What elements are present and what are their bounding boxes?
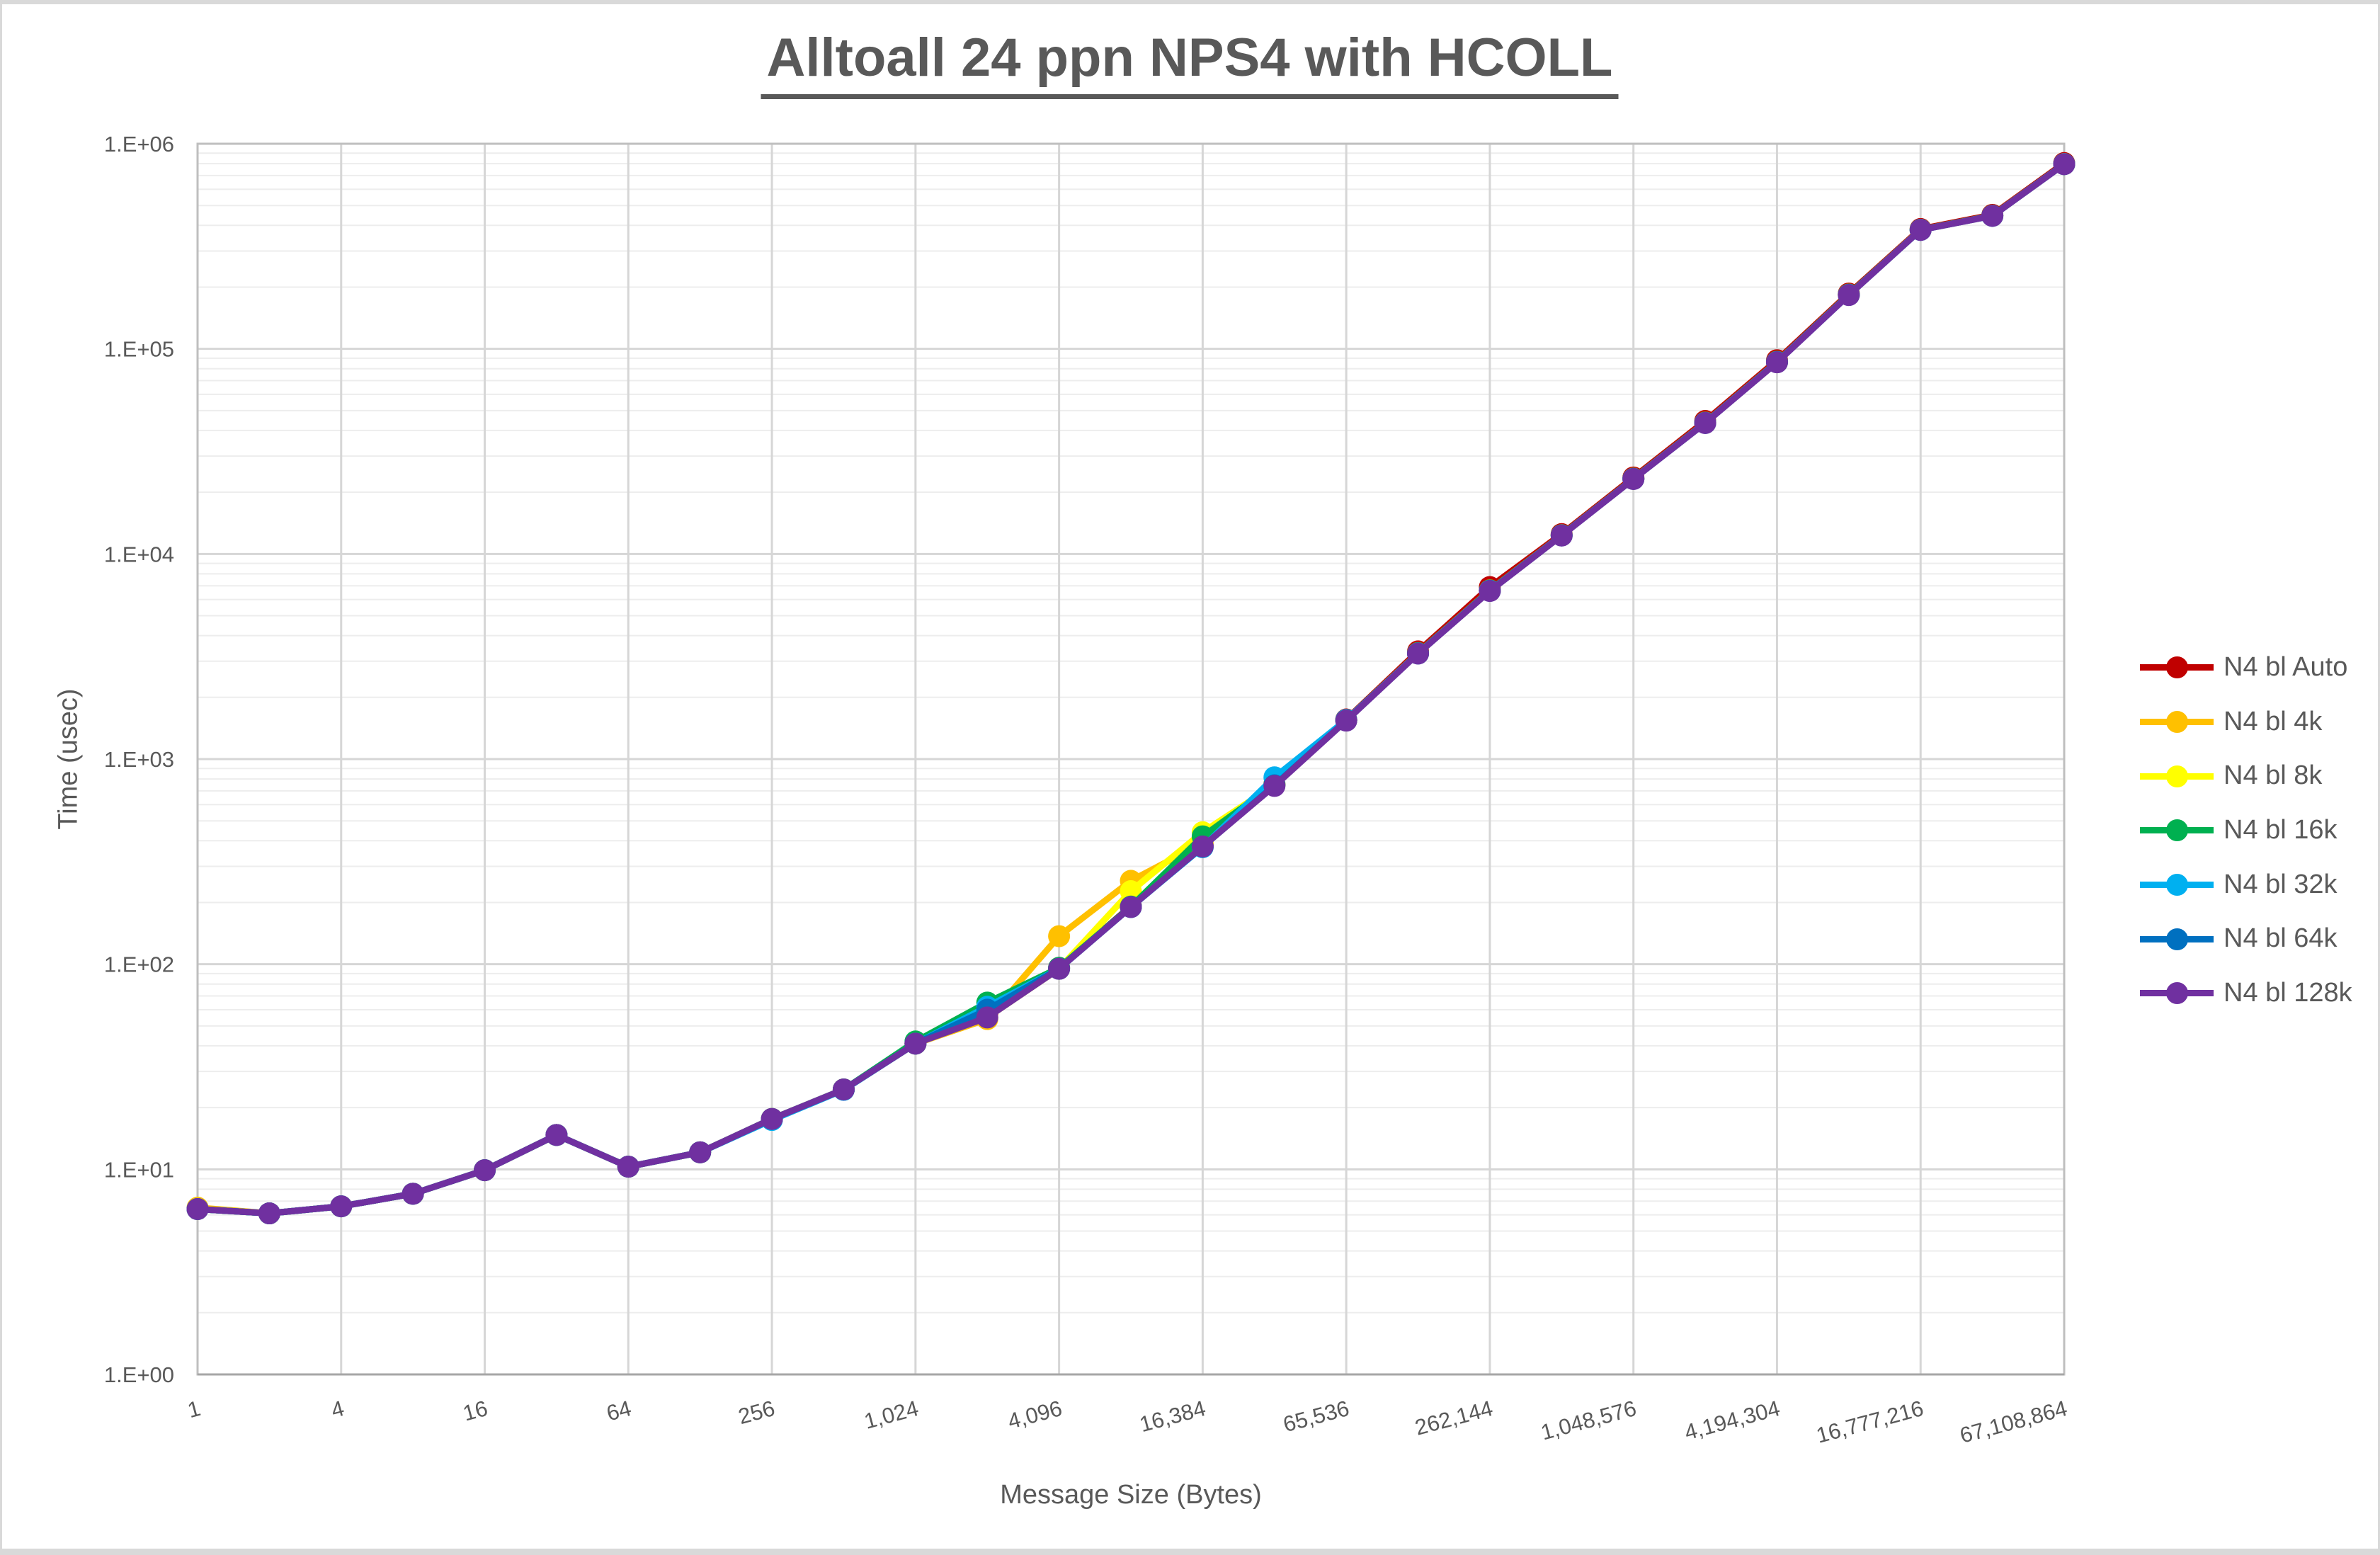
data-point	[1120, 880, 1142, 903]
legend-label: N4 bl 8k	[2224, 761, 2323, 791]
data-point	[904, 1032, 927, 1055]
y-tick-label: 1.E+02	[104, 952, 174, 977]
data-point	[1191, 835, 1214, 858]
data-point	[258, 1202, 280, 1225]
data-point	[1263, 775, 1286, 797]
data-point	[761, 1107, 783, 1130]
legend-label: N4 bl 64k	[2224, 923, 2338, 954]
legend-dot	[2166, 656, 2188, 679]
legend-label: N4 bl 32k	[2224, 869, 2338, 899]
data-point	[2053, 153, 2076, 176]
legend-item-n4-bl-64k: N4 bl 64k	[2140, 911, 2352, 966]
legend: N4 bl Auto N4 bl 4k N4 bl 8k N4 bl 16k N4 bl…	[2140, 640, 2352, 1020]
window-edge-left	[0, 0, 2, 1555]
legend-dot	[2166, 982, 2188, 1005]
x-tick-label: 4,194,304	[1682, 1396, 1782, 1445]
legend-dot	[2166, 765, 2188, 787]
legend-dot	[2166, 928, 2188, 950]
legend-dot	[2166, 711, 2188, 734]
data-point	[1120, 896, 1142, 918]
data-point	[976, 1006, 998, 1029]
legend-item-n4-bl-8k: N4 bl 8k	[2140, 748, 2352, 803]
legend-item-n4-bl-128k: N4 bl 128k	[2140, 966, 2352, 1020]
legend-dot	[2166, 819, 2188, 842]
x-tick-label: 64	[604, 1396, 634, 1426]
x-tick-label: 4,096	[1005, 1396, 1064, 1434]
y-tick-label: 1.E+04	[104, 542, 174, 566]
data-point	[1694, 411, 1716, 434]
legend-label: N4 bl Auto	[2224, 651, 2348, 682]
x-tick-label: 1,048,576	[1538, 1396, 1639, 1445]
x-tick-label: 65,536	[1280, 1396, 1352, 1437]
x-tick-label: 67,108,864	[1957, 1396, 2070, 1448]
data-point	[832, 1078, 855, 1101]
window-edge-top	[0, 0, 2380, 4]
data-point	[1550, 524, 1573, 547]
legend-item-n4-bl-auto: N4 bl Auto	[2140, 640, 2352, 695]
x-axis-title: Message Size (Bytes)	[1000, 1480, 1262, 1510]
legend-marker-icon	[2140, 765, 2214, 787]
legend-label: N4 bl 16k	[2224, 814, 2338, 845]
legend-item-n4-bl-16k: N4 bl 16k	[2140, 803, 2352, 858]
series-line-n4-bl-16k	[194, 161, 2068, 1217]
legend-item-n4-bl-4k: N4 bl 4k	[2140, 695, 2352, 749]
data-point	[1838, 284, 1860, 307]
series-line-n4-bl-8k	[194, 161, 2068, 1217]
window-edge-bottom	[0, 1549, 2380, 1555]
legend-label: N4 bl 4k	[2224, 706, 2323, 736]
data-point	[1765, 351, 1788, 374]
x-tick-label: 16,777,216	[1814, 1396, 1926, 1448]
series-line-n4-bl-64k	[194, 161, 2068, 1217]
data-point	[1479, 580, 1501, 603]
window-edge-right	[2378, 0, 2380, 1555]
data-point	[1909, 219, 1932, 241]
x-tick-label: 1	[185, 1396, 203, 1423]
legend-marker-icon	[2140, 710, 2214, 734]
data-point	[474, 1159, 496, 1182]
x-tick-label: 1,024	[862, 1396, 921, 1434]
x-tick-label: 4	[329, 1396, 347, 1423]
y-tick-label: 1.E+00	[104, 1362, 174, 1387]
legend-marker-icon	[2140, 928, 2214, 950]
series-line-n4-bl-128k	[194, 161, 2068, 1217]
data-point	[545, 1124, 568, 1146]
chart-title: Alltoall 24 ppn NPS4 with HCOLL	[761, 27, 1619, 99]
legend-marker-icon	[2140, 819, 2214, 842]
data-point	[1981, 205, 2004, 227]
y-tick-label: 1.E+05	[104, 337, 174, 362]
data-point	[1048, 957, 1071, 980]
data-point	[617, 1156, 639, 1178]
data-point	[1048, 925, 1071, 947]
series-line-n4-bl-auto	[194, 159, 2068, 1217]
data-point	[330, 1195, 353, 1218]
legend-label: N4 bl 128k	[2224, 977, 2352, 1008]
legend-marker-icon	[2140, 981, 2214, 1005]
x-tick-label: 16,384	[1137, 1396, 1209, 1437]
data-point	[186, 1197, 209, 1220]
legend-marker-icon	[2140, 656, 2214, 679]
series-line-n4-bl-4k	[194, 161, 2068, 1217]
data-point	[402, 1183, 424, 1205]
y-tick-label: 1.E+03	[104, 747, 174, 772]
x-tick-label: 262,144	[1412, 1396, 1495, 1440]
legend-item-n4-bl-32k: N4 bl 32k	[2140, 858, 2352, 912]
data-point	[1335, 710, 1357, 732]
x-tick-label: 256	[736, 1396, 778, 1429]
data-point	[1407, 642, 1430, 665]
legend-dot	[2166, 874, 2188, 896]
series-line-n4-bl-32k	[194, 161, 2068, 1217]
legend-marker-icon	[2140, 873, 2214, 896]
data-point	[1622, 467, 1645, 490]
y-tick-label: 1.E+01	[104, 1157, 174, 1182]
x-tick-label: 16	[460, 1396, 490, 1426]
data-point	[689, 1141, 712, 1163]
y-tick-label: 1.E+06	[104, 132, 174, 156]
